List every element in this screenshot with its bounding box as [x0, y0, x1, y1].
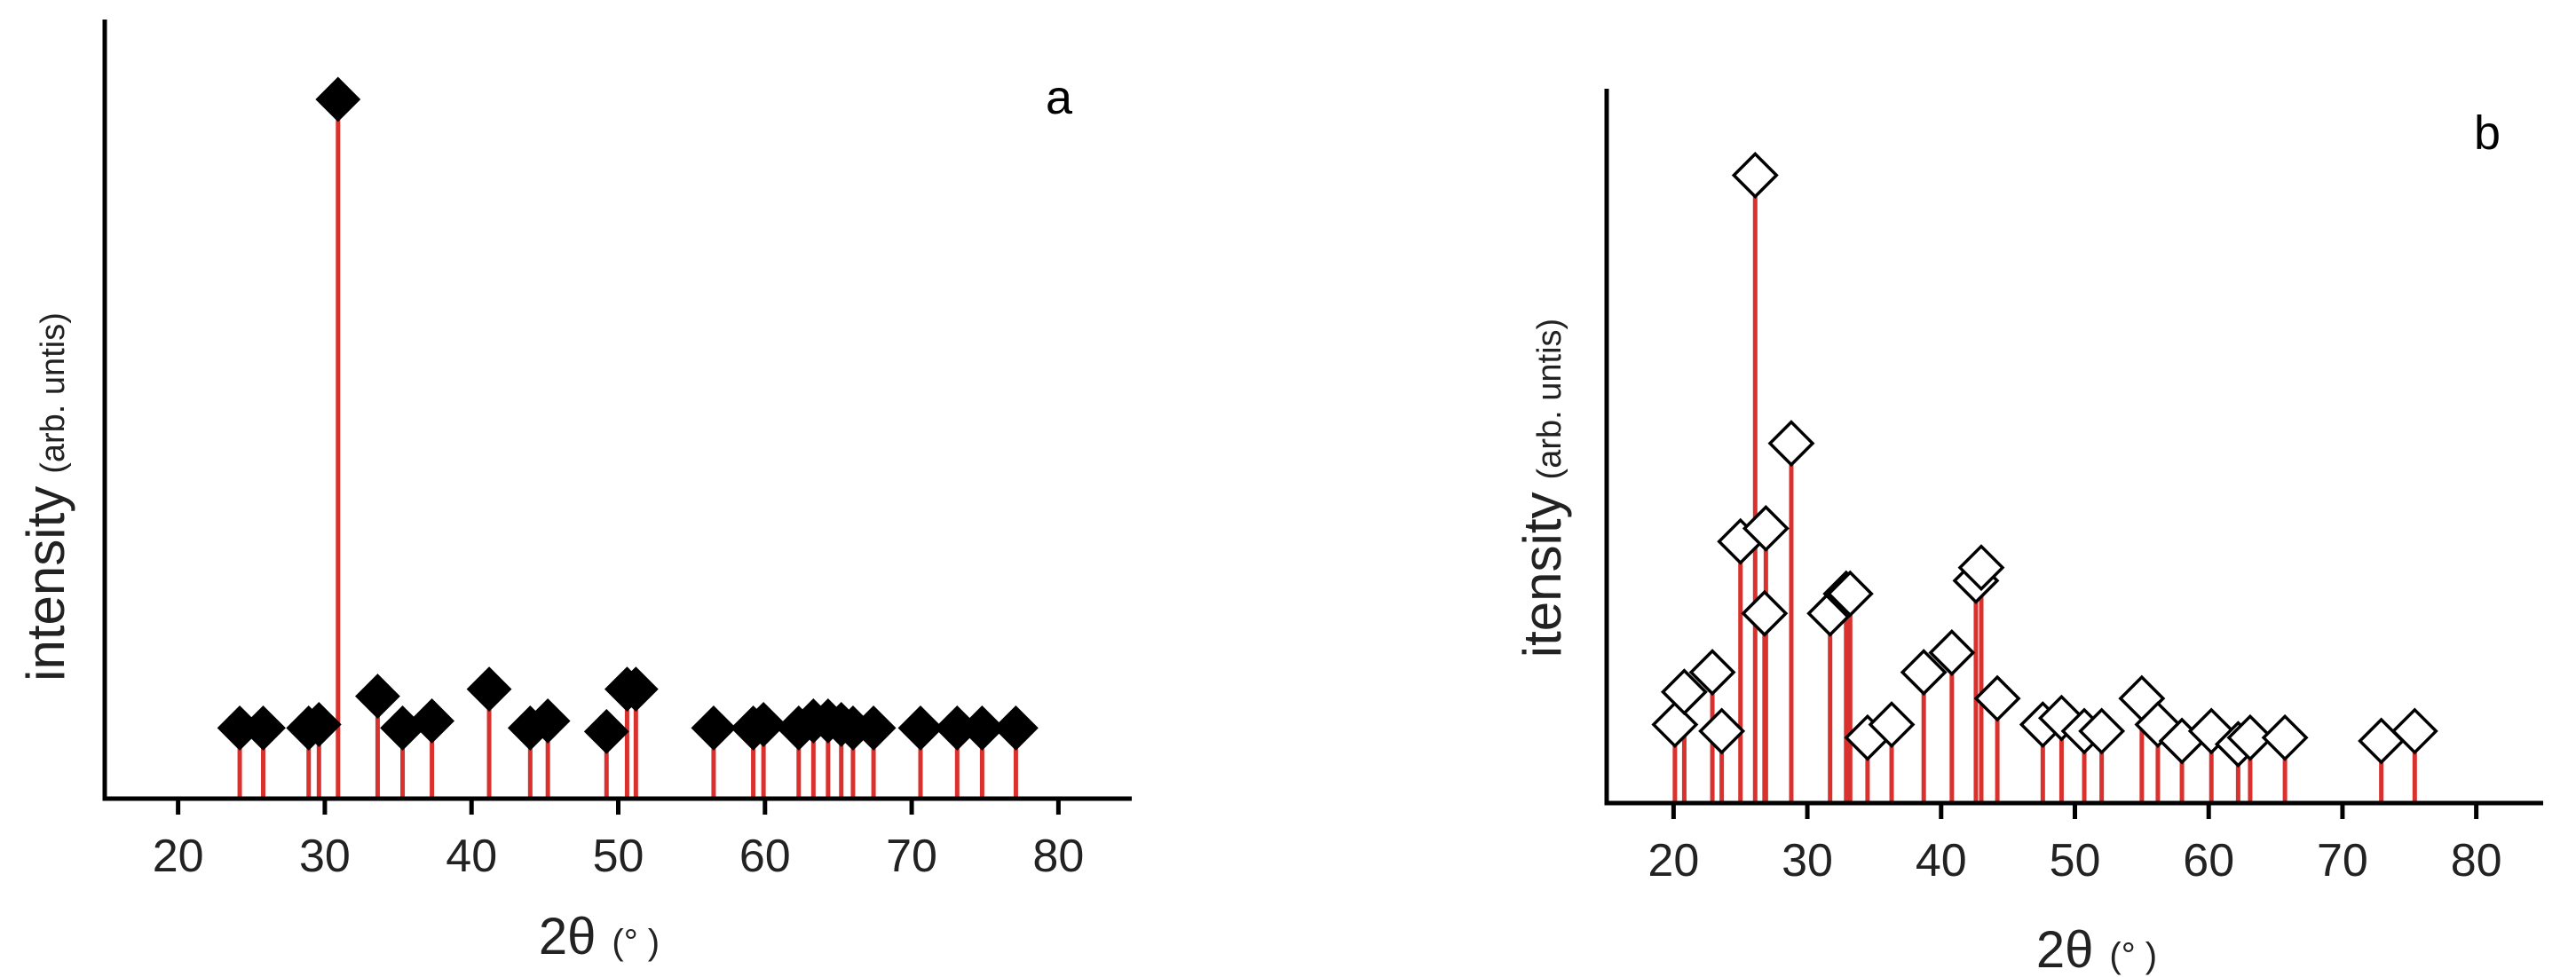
x-tick-label: 20 [153, 831, 204, 882]
panel-b-x-label-sub: (° ) [2109, 936, 2157, 975]
panel-a-y-label-sub: (arb. untis) [35, 312, 72, 474]
open-diamond-marker [1900, 649, 1948, 697]
filled-diamond-marker [691, 705, 737, 751]
open-diamond-marker [1660, 668, 1708, 716]
panel-a-x-label-sub: (° ) [612, 923, 660, 962]
x-tick-label: 30 [1782, 835, 1833, 886]
panel-b-markers [1651, 152, 2438, 768]
x-tick-label: 20 [1648, 835, 1699, 886]
panel-b-x-ticks: 20 30 40 50 60 70 80 [1648, 803, 2502, 886]
open-diamond-marker [1826, 570, 1874, 618]
filled-diamond-marker [850, 705, 897, 751]
filled-diamond-marker [612, 666, 659, 713]
panel-a-x-ticks: 20 30 40 50 60 70 80 [153, 799, 1084, 882]
filled-diamond-marker [740, 702, 786, 747]
panel-b-y-axis-label: itensity (arb. untis) [1513, 319, 1572, 658]
filled-diamond-marker [959, 705, 1005, 751]
open-diamond-marker [2078, 707, 2126, 755]
panel-a-axes [102, 20, 1132, 801]
open-diamond-marker [1688, 649, 1736, 697]
panel-a-markers [217, 76, 1039, 754]
panel-b-y-label-sub: (arb. untis) [1531, 319, 1569, 480]
panel-a-stem-chart: 20 30 40 50 60 70 80 a intensity (arb. untis) … [16, 20, 1132, 965]
x-tick-label: 60 [739, 831, 791, 882]
open-diamond-marker [2390, 707, 2438, 755]
open-diamond-marker [1973, 674, 2021, 722]
filled-diamond-marker [241, 705, 286, 751]
panel-a-label: a [1046, 71, 1073, 124]
x-tick-label: 40 [446, 831, 497, 882]
filled-diamond-marker [409, 698, 455, 744]
x-tick-label: 30 [299, 831, 351, 882]
open-diamond-marker [1698, 707, 1746, 755]
open-diamond-marker [1731, 152, 1779, 199]
x-tick-label: 40 [1916, 835, 1967, 886]
x-tick-label: 50 [593, 831, 644, 882]
panel-b-x-axis-label: 2θ (° ) [2036, 921, 2157, 977]
panel-a-x-axis-label: 2θ (° ) [539, 908, 660, 965]
open-diamond-marker [2358, 717, 2406, 765]
x-tick-label: 50 [2050, 835, 2101, 886]
panel-b-stem-chart: 20 30 40 50 60 70 80 b itensity (arb. untis) 2… [1513, 89, 2543, 977]
open-diamond-marker [1767, 420, 1815, 468]
filled-diamond-marker [525, 698, 571, 744]
open-diamond-marker [1928, 629, 1976, 676]
open-diamond-marker [1957, 544, 2005, 592]
filled-diamond-marker [466, 666, 512, 713]
panel-a-x-label-main: 2θ [539, 908, 597, 965]
x-tick-label: 70 [2317, 835, 2368, 886]
open-diamond-marker [2226, 713, 2274, 761]
panel-b-y-label-main: itensity [1513, 492, 1572, 658]
open-diamond-marker [2261, 713, 2309, 761]
filled-diamond-marker [583, 708, 629, 754]
x-tick-label: 80 [2451, 835, 2502, 886]
open-diamond-marker [1742, 504, 1790, 552]
filled-diamond-marker [315, 76, 361, 122]
filled-diamond-marker [296, 702, 342, 747]
panel-b-label: b [2474, 106, 2501, 160]
filled-diamond-marker [897, 705, 944, 751]
panel-b-axes [1604, 89, 2543, 806]
panel-a-y-label-main: intensity [16, 486, 75, 682]
open-diamond-marker [1741, 589, 1789, 637]
open-diamond-marker [1868, 701, 1916, 749]
panel-b-x-label-main: 2θ [2036, 921, 2094, 977]
panel-a-y-axis-label: intensity (arb. untis) [16, 312, 75, 682]
x-tick-label: 60 [2183, 835, 2234, 886]
filled-diamond-marker [355, 674, 400, 719]
x-tick-label: 70 [886, 831, 937, 882]
filled-diamond-marker [993, 705, 1039, 751]
x-tick-label: 80 [1032, 831, 1084, 882]
